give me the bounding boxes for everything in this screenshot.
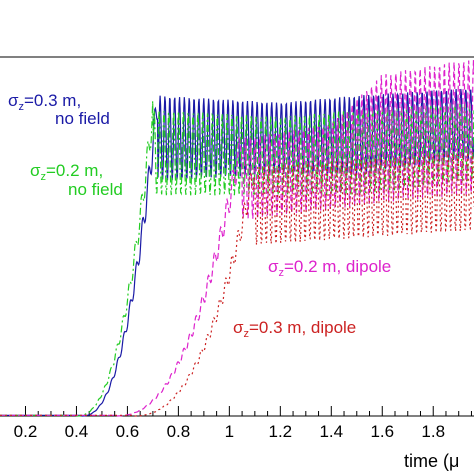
series-group — [0, 59, 474, 417]
x-tick-label: 1.4 — [319, 422, 343, 441]
series-label: σz=0.3 m, dipole — [233, 318, 356, 340]
series-label: σz=0.3 m, — [8, 91, 81, 113]
x-tick-label: 1 — [225, 422, 234, 441]
x-tick-label: 0.8 — [167, 422, 191, 441]
x-tick-label: 1.2 — [269, 422, 293, 441]
x-axis-label: time (μ — [404, 451, 459, 471]
x-tick-label: 0.4 — [65, 422, 89, 441]
x-tick-label: 1.6 — [370, 422, 394, 441]
series-label: σz=0.2 m, — [30, 161, 103, 183]
series-label-line2: no field — [68, 180, 123, 199]
series-label: σz=0.2 m, dipole — [268, 257, 391, 279]
series-label-line2: no field — [55, 109, 110, 128]
x-tick-label: 0.6 — [116, 422, 140, 441]
series-line — [0, 152, 474, 417]
series-line — [0, 100, 474, 417]
x-ticks: 0.2 0.4 0.6 0.8 1 1.2 1.4 1.6 1.8 — [14, 406, 472, 441]
x-tick-label: 1.8 — [421, 422, 445, 441]
x-tick-label: 0.2 — [14, 422, 38, 441]
